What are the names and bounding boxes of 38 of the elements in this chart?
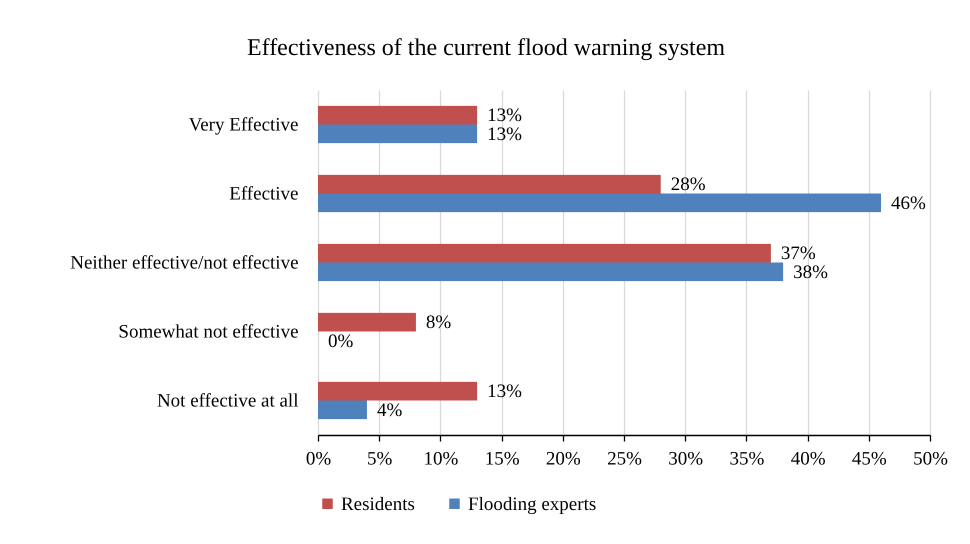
bar — [318, 174, 661, 194]
bar — [318, 312, 416, 332]
x-tick-label: 15% — [484, 448, 520, 470]
chart-title: Effectiveness of the current flood warning system — [246, 35, 726, 61]
x-tick-label: 5% — [367, 448, 393, 470]
y-tick-label: Not effective at all — [156, 390, 298, 412]
legend-label: Flooding experts — [468, 494, 596, 515]
legend-label: Residents — [341, 494, 415, 515]
bar — [318, 244, 771, 262]
bar — [318, 400, 367, 420]
x-tick-label: 0% — [306, 448, 332, 470]
x-tick-label: 30% — [668, 448, 704, 470]
bar — [318, 194, 882, 212]
x-tick-label: 45% — [852, 448, 887, 470]
data-label: 8% — [426, 312, 452, 334]
data-label: 37% — [780, 243, 816, 264]
data-label: 0% — [328, 330, 354, 352]
data-label: 38% — [793, 262, 828, 283]
bar — [318, 382, 478, 400]
y-tick-label: Somewhat not effective — [118, 322, 298, 342]
bar — [318, 124, 478, 144]
data-label: 46% — [891, 192, 926, 214]
x-tick-label: 50% — [913, 448, 948, 470]
x-tick-label: 40% — [790, 448, 826, 470]
x-tick-label: 20% — [546, 448, 581, 470]
bar — [318, 106, 478, 124]
x-tick-label: 35% — [729, 448, 764, 470]
x-tick-label: 25% — [607, 448, 642, 470]
data-label: 13% — [487, 381, 522, 402]
y-tick-label: Neither effective/not effective — [70, 252, 298, 274]
data-label: 13% — [487, 124, 522, 145]
data-label: 4% — [376, 400, 402, 421]
data-label: 28% — [670, 174, 706, 196]
data-label: 13% — [487, 105, 522, 126]
y-tick-label: Effective — [229, 184, 298, 204]
x-tick-label: 10% — [423, 448, 458, 470]
bar — [318, 262, 784, 282]
y-tick-label: Very Effective — [188, 114, 298, 136]
